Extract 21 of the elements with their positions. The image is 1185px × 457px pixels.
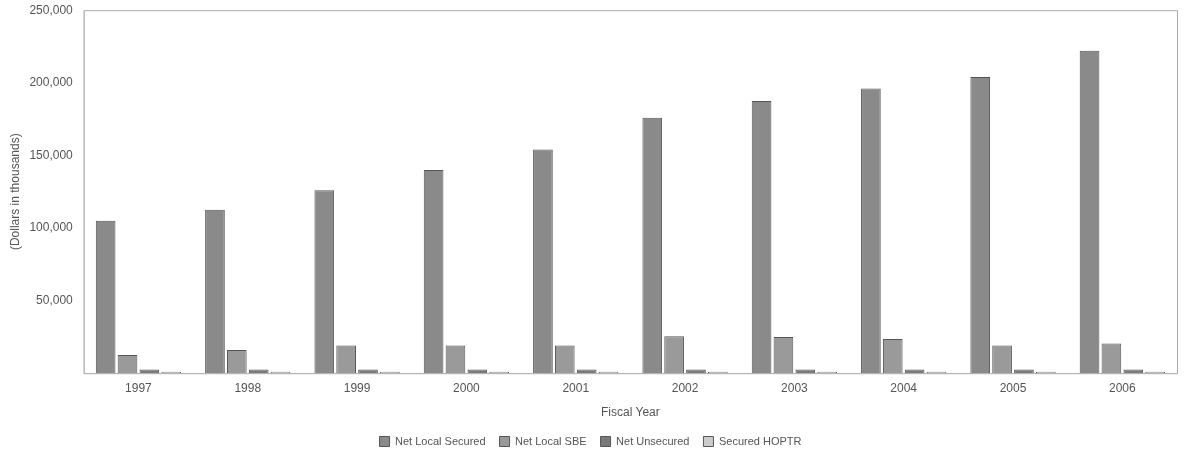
x-tick-label: 2006 <box>1108 380 1137 395</box>
y-axis-title: (Dollars in thousands) <box>7 133 22 251</box>
y-tick-label: 200,000 <box>29 75 74 90</box>
y-tick-label: 100,000 <box>29 220 74 235</box>
x-tick-label: 2004 <box>890 380 918 395</box>
y-tick-label: 250,000 <box>29 2 74 17</box>
x-axis-title: Fiscal Year <box>601 405 660 420</box>
x-tick-label: 1998 <box>234 380 262 395</box>
y-tick-label: 50,000 <box>36 292 74 307</box>
legend-label: Net Local SBE <box>515 434 587 447</box>
y-tick-label: 150,000 <box>29 147 74 162</box>
x-tick-label: 2003 <box>781 380 809 395</box>
x-tick-label: 1997 <box>125 380 153 395</box>
x-tick-label: 2001 <box>562 380 590 395</box>
x-tick-label: 2000 <box>453 380 481 395</box>
legend-label: Secured HOPTR <box>718 434 802 447</box>
x-tick-label: 1999 <box>343 380 371 395</box>
legend-label: Net Local Secured <box>395 434 486 447</box>
x-tick-label: 2002 <box>671 380 699 395</box>
legend-label: Net Unsecured <box>616 434 690 447</box>
x-tick-label: 2005 <box>999 380 1027 395</box>
